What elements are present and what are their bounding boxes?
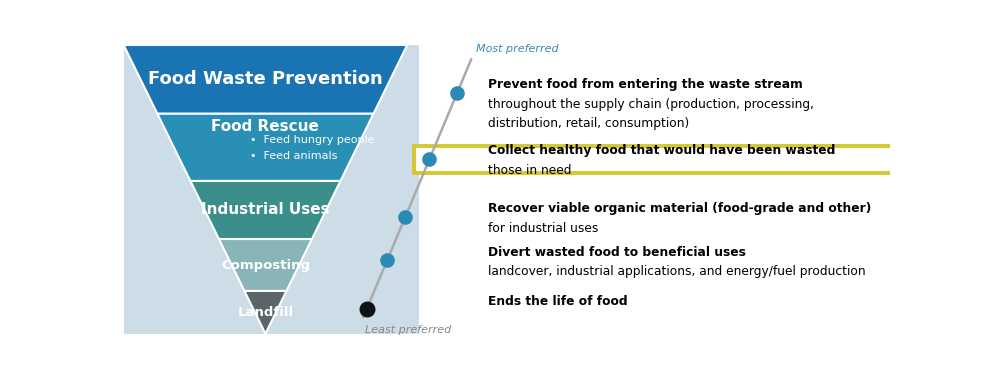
Polygon shape [244, 291, 287, 334]
Text: throughout the supply chain (production, processing,: throughout the supply chain (production,… [488, 98, 814, 111]
Text: •  Feed animals: • Feed animals [250, 152, 337, 162]
FancyBboxPatch shape [414, 146, 892, 173]
Text: landcover, industrial applications, and energy/fuel production: landcover, industrial applications, and … [488, 265, 865, 278]
Text: •  Feed hungry people: • Feed hungry people [250, 135, 375, 145]
Text: Landfill: Landfill [237, 306, 294, 319]
Text: Industrial Uses: Industrial Uses [201, 202, 329, 217]
Text: for industrial uses: for industrial uses [488, 222, 598, 235]
Point [421, 156, 437, 162]
Text: Prevent food from entering the waste stream: Prevent food from entering the waste str… [488, 78, 802, 91]
Polygon shape [157, 114, 374, 181]
FancyBboxPatch shape [124, 45, 418, 334]
Polygon shape [191, 181, 340, 239]
Text: Composting: Composting [221, 258, 310, 272]
Text: Divert wasted food to beneficial uses: Divert wasted food to beneficial uses [488, 246, 746, 258]
Point [449, 90, 465, 96]
Text: Food Rescue: Food Rescue [212, 119, 319, 134]
Polygon shape [124, 45, 407, 114]
Point [359, 306, 375, 312]
Text: Food Waste Prevention: Food Waste Prevention [148, 70, 383, 88]
Text: Most preferred: Most preferred [477, 44, 559, 54]
Text: distribution, retail, consumption): distribution, retail, consumption) [488, 117, 689, 130]
Point [398, 214, 413, 220]
Text: Least preferred: Least preferred [365, 325, 451, 335]
Text: those in need: those in need [488, 164, 572, 177]
Text: Collect healthy food that would have been wasted: Collect healthy food that would have bee… [488, 144, 835, 158]
Point [380, 257, 396, 263]
Polygon shape [219, 239, 312, 291]
Text: Ends the life of food: Ends the life of food [488, 295, 627, 307]
Text: Recover viable organic material (food-grade and other): Recover viable organic material (food-gr… [488, 202, 871, 215]
